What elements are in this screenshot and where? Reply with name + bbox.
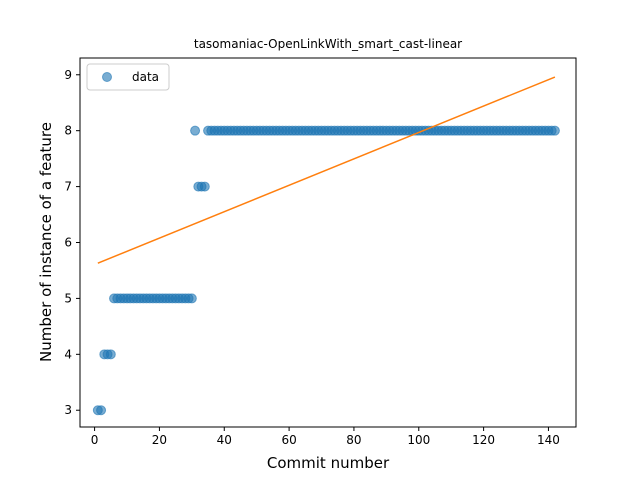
y-tick-label: 7 [64,180,72,194]
x-tick-label: 80 [346,433,361,447]
data-point [549,125,560,136]
data-point [186,293,197,304]
data-point [190,125,201,136]
data-point [105,349,116,360]
chart-title: tasomaniac-OpenLinkWith_smart_cast-linea… [194,37,462,51]
x-tick-label: 140 [537,433,560,447]
x-tick-label: 20 [152,433,167,447]
y-tick-label: 9 [64,68,72,82]
legend-label-data: data [132,70,159,84]
legend-box [86,63,170,91]
x-tick-label: 60 [281,433,296,447]
y-tick-label: 4 [64,347,72,361]
y-tick-label: 8 [64,124,72,138]
legend: data [86,63,170,91]
x-tick-label: 0 [91,433,99,447]
data-point [96,405,107,416]
x-axis-ticks: 0 20 40 60 80 100 120 140 [91,427,560,447]
linear-fit-line [97,76,556,264]
y-tick-label: 5 [64,291,72,305]
y-tick-label: 6 [64,236,72,250]
legend-marker [102,72,112,82]
y-axis-label: Number of instance of a feature [37,122,55,362]
y-axis-ticks: 3 4 5 6 7 8 9 [64,68,80,417]
x-tick-label: 40 [217,433,232,447]
y-tick-label: 3 [64,403,72,417]
data-point [199,181,210,192]
plot-area [79,57,577,428]
x-tick-label: 100 [407,433,430,447]
x-tick-label: 120 [472,433,495,447]
x-axis-label: Commit number [267,454,390,472]
